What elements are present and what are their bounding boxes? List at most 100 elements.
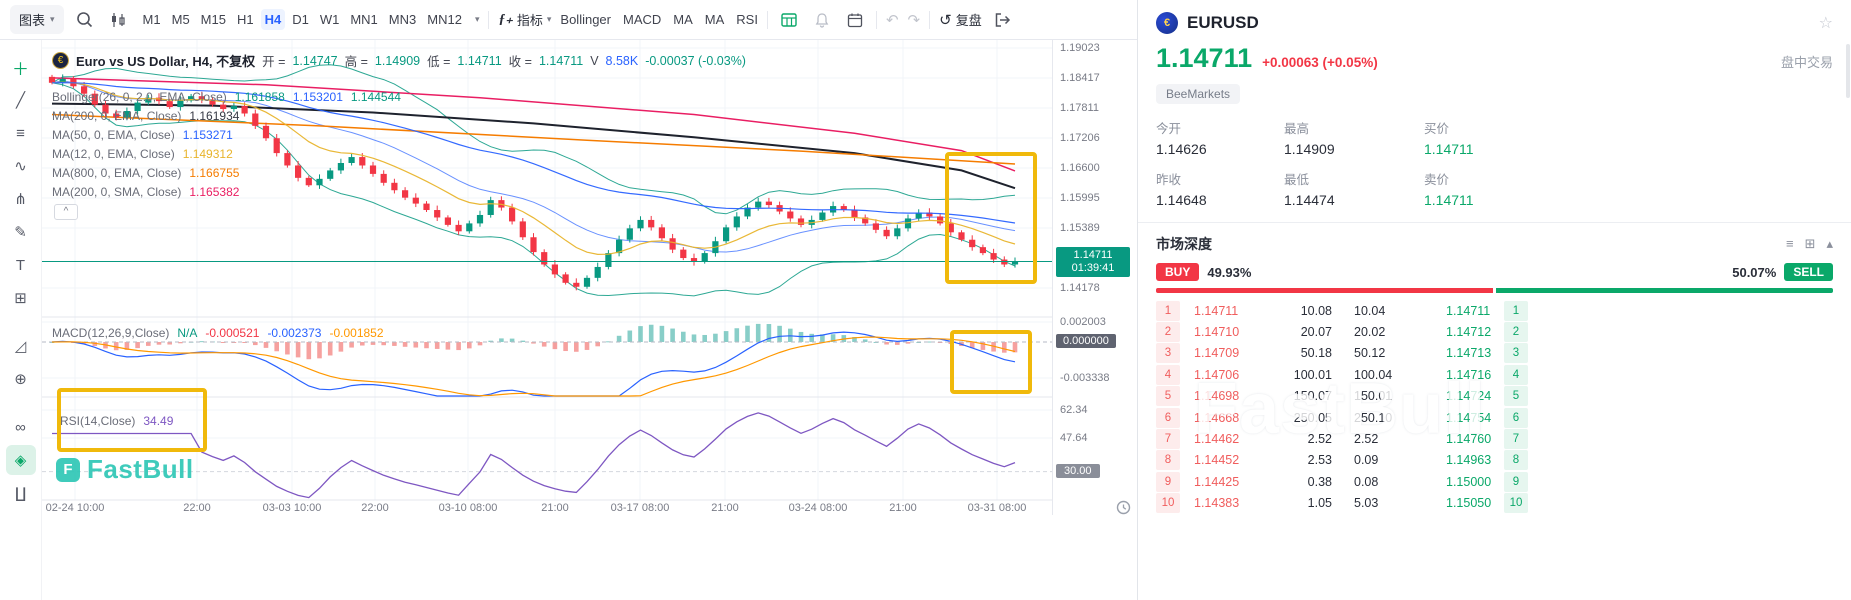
eu-flag-icon: € [1156,12,1178,34]
favorite-star-icon[interactable]: ☆ [1818,15,1833,32]
grid-view-icon[interactable]: ⊞ [1804,236,1816,251]
timeframe-mn3[interactable]: MN3 [385,9,420,30]
time-axis-label: 03-31 08:00 [967,502,1027,514]
indicator-shortcut-macd-1[interactable]: MACD [623,12,662,27]
divider [875,10,877,29]
broker-chip[interactable]: BeeMarkets [1156,84,1241,104]
text-tool[interactable]: T [15,256,26,274]
redo-icon[interactable]: ↷ [907,11,921,29]
orderbook-row[interactable]: 1 1.14711 10.08 10.04 1.14711 1 [1156,300,1550,321]
drawing-tools-sidebar: ＋ ╱ ≡ ∿ ⋔ ✎ T ⊞ ◿ ⊕ ∞ ◈ ∐ [0,40,42,600]
clock-icon[interactable] [1116,500,1131,515]
collapse-icon[interactable]: ▴ [1826,236,1833,251]
time-axis-label: 21:00 [541,502,569,514]
low-label: 低 = [427,55,451,69]
close-label: 收 = [508,55,532,69]
open-label: 开 = [262,55,286,69]
timeframe-h1[interactable]: H1 [233,9,258,30]
price-row: 1.14711 +0.00063 (+0.05%) 盘中交易 [1156,43,1833,74]
trendline-tool[interactable]: ╱ [15,92,26,109]
highlighter-tool[interactable]: ◈ [5,445,36,475]
alert-bell-icon[interactable] [810,8,834,32]
indicator-label: Bollinger(26, 0, 2.0, EMA, Close) [52,89,227,104]
timeframe-m5[interactable]: M5 [168,9,194,30]
legend-collapse-button[interactable]: ^ [54,204,78,220]
orderbook-row[interactable]: 5 1.14698 150.07 150.01 1.14724 5 [1156,386,1550,407]
price-chart[interactable] [42,40,1052,515]
rsi-legend: RSI(14,Close) 34.49 [60,411,173,430]
bid-index: 6 [1156,407,1180,428]
orderbook-row[interactable]: 6 1.14668 250.05 250.10 1.14754 6 [1156,407,1550,428]
zoom-in-tool[interactable]: ⊕ [14,371,27,388]
orderbook-row[interactable]: 8 1.14452 2.53 0.09 1.14963 8 [1156,450,1550,471]
replay-button[interactable]: ↺ 复盘 [939,10,982,29]
indicator-value: -0.002373 [267,325,322,340]
indicator-value: 1.165382 [189,184,240,199]
indicator-shortcut-bollinger-0[interactable]: Bollinger [560,12,611,27]
ask-volume: 250.10 [1354,410,1393,425]
undo-icon[interactable]: ↶ [885,11,899,29]
ask-volume: 0.09 [1354,453,1379,468]
layout-grid-icon[interactable] [777,8,801,32]
orderbook-row[interactable]: 4 1.14706 100.01 100.04 1.14716 4 [1156,364,1550,385]
bid-volume: 100.01 [1293,367,1332,382]
scrollbar[interactable] [1846,44,1850,98]
link-tool[interactable]: ∞ [15,418,26,436]
pitchfork-tool[interactable]: ⋔ [14,191,27,208]
stat-label: 卖价 [1424,173,1450,187]
timeframe-h4[interactable]: H4 [260,9,286,30]
ask-price: 1.14712 [1446,325,1492,340]
indicators-button[interactable]: ƒ₊ 指标 ▾ [498,10,551,29]
price-axis[interactable]: 1.14711 01:39:41 0.000000 30.00 1.19023 1… [1052,40,1137,515]
bid-index: 1 [1156,300,1180,321]
timeframe-d1[interactable]: D1 [288,9,313,30]
timeframe-mn1[interactable]: MN1 [346,9,381,30]
timeframe-w1[interactable]: W1 [316,9,344,30]
parallel-lines-tool[interactable]: ≡ [16,124,25,142]
search-icon[interactable] [73,8,97,32]
sell-badge[interactable]: SELL [1784,263,1833,281]
crosshair-add-tool[interactable]: ＋ [12,59,29,79]
ask-price: 1.14963 [1446,453,1492,468]
ask-price: 1.14713 [1446,346,1492,361]
ask-index: 8 [1504,450,1528,471]
stat-买价: 买价 1.14711 [1424,118,1644,157]
indicator-value: 1.153201 [292,89,343,104]
bid-price: 1.14710 [1194,325,1240,340]
stat-value: 1.14711 [1424,192,1474,208]
low-value: 1.14711 [457,53,502,68]
session-status: 盘中交易 [1780,55,1833,70]
measure-tool[interactable]: ◿ [14,338,27,355]
orderbook-row[interactable]: 10 1.14383 1.05 5.03 1.15050 10 [1156,493,1550,514]
economic-calendar-icon[interactable] [843,8,867,32]
indicator-shortcut-ma-2[interactable]: MA [673,12,693,27]
timeframe-m15[interactable]: M15 [197,9,230,30]
orderbook-row[interactable]: 9 1.14425 0.38 0.08 1.15000 9 [1156,471,1550,492]
buy-badge[interactable]: BUY [1156,263,1200,281]
timeframes-chevron-icon[interactable]: ▾ [474,14,480,24]
chart-canvas[interactable]: € Euro vs US Dollar, H4, 不复权 开 = 1.14747… [42,40,1052,515]
wave-tool[interactable]: ∿ [14,158,27,175]
indicator-shortcut-rsi-4[interactable]: RSI [736,12,758,27]
timeframe-selector: M1 M5 M15 H1 H4 D1 W1 MN1 MN3 MN12 [139,9,466,30]
indicator-value: 1.161934 [189,108,240,123]
indicator-value: N/A [177,325,198,340]
exit-fullscreen-icon[interactable] [991,8,1015,32]
timeframe-mn12[interactable]: MN12 [423,9,466,30]
timeframe-m1[interactable]: M1 [139,9,165,30]
candlestick-style-icon[interactable] [106,8,130,32]
magnet-tool[interactable]: ∐ [14,485,27,502]
orderbook-row[interactable]: 7 1.14462 2.52 2.52 1.14760 7 [1156,428,1550,450]
high-label: 高 = [344,55,368,69]
orderbook-row[interactable]: 3 1.14709 50.18 50.12 1.14713 3 [1156,343,1550,364]
market-depth-title: 市场深度 [1156,236,1212,252]
depth-ratio-bar [1156,288,1833,293]
brush-tool[interactable]: ✎ [14,224,27,241]
indicator-shortcut-ma-3[interactable]: MA [704,12,725,27]
time-axis-label: 03-17 08:00 [610,502,670,514]
shapes-tool[interactable]: ⊞ [14,290,27,307]
stat-最高: 最高 1.14909 [1284,118,1424,157]
list-view-icon[interactable]: ≡ [1785,236,1794,251]
orderbook-row[interactable]: 2 1.14710 20.07 20.02 1.14712 2 [1156,321,1550,343]
chart-menu-button[interactable]: 图表 ▾ [10,5,64,34]
